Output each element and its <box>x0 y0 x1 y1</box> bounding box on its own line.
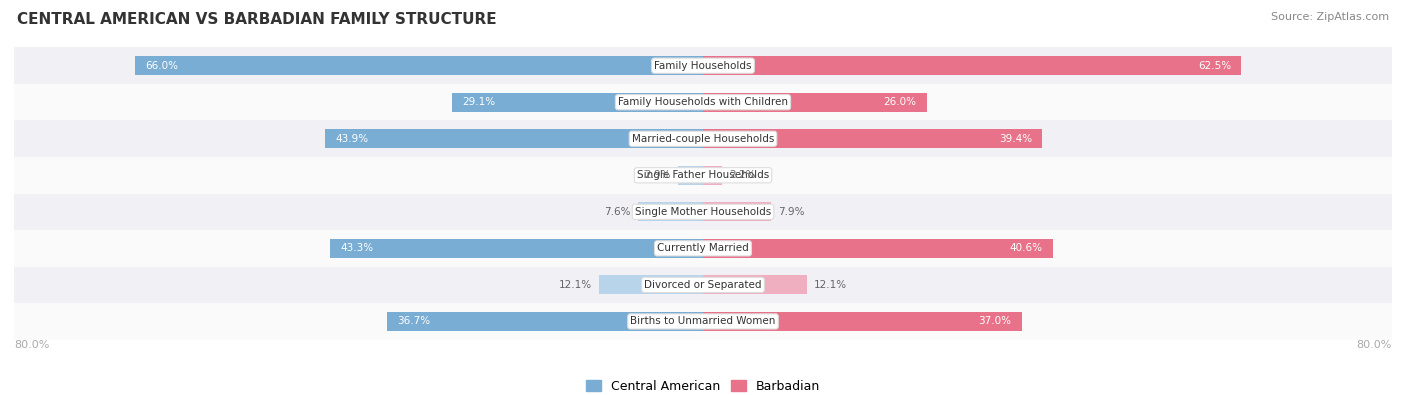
Text: 2.9%: 2.9% <box>644 170 671 180</box>
Text: Married-couple Households: Married-couple Households <box>631 134 775 144</box>
Text: Family Households: Family Households <box>654 61 752 71</box>
Text: 66.0%: 66.0% <box>145 61 179 71</box>
Bar <box>135 56 703 75</box>
Text: Currently Married: Currently Married <box>657 243 749 253</box>
Text: 36.7%: 36.7% <box>398 316 430 326</box>
Text: Births to Unmarried Women: Births to Unmarried Women <box>630 316 776 326</box>
Text: CENTRAL AMERICAN VS BARBADIAN FAMILY STRUCTURE: CENTRAL AMERICAN VS BARBADIAN FAMILY STR… <box>17 12 496 27</box>
Bar <box>14 157 1392 194</box>
Bar <box>703 56 1241 75</box>
Bar <box>14 194 1392 230</box>
Bar <box>703 93 927 112</box>
Text: Single Mother Households: Single Mother Households <box>636 207 770 217</box>
Text: 40.6%: 40.6% <box>1010 243 1042 253</box>
Bar <box>678 166 703 185</box>
Bar <box>703 275 807 294</box>
Bar <box>14 47 1392 84</box>
Bar <box>14 84 1392 120</box>
Bar <box>14 230 1392 267</box>
Text: 39.4%: 39.4% <box>998 134 1032 144</box>
Text: 12.1%: 12.1% <box>558 280 592 290</box>
Bar <box>14 120 1392 157</box>
Text: Source: ZipAtlas.com: Source: ZipAtlas.com <box>1271 12 1389 22</box>
Bar <box>703 202 770 221</box>
Bar <box>14 267 1392 303</box>
Bar <box>325 129 703 148</box>
Text: 43.9%: 43.9% <box>335 134 368 144</box>
Bar <box>703 129 1042 148</box>
Bar <box>703 166 721 185</box>
Bar <box>637 202 703 221</box>
Text: Family Households with Children: Family Households with Children <box>619 97 787 107</box>
Bar <box>703 312 1022 331</box>
Text: 80.0%: 80.0% <box>14 340 49 350</box>
Text: 7.6%: 7.6% <box>605 207 631 217</box>
Text: 37.0%: 37.0% <box>979 316 1011 326</box>
Bar <box>14 303 1392 340</box>
Text: 29.1%: 29.1% <box>463 97 496 107</box>
Bar <box>387 312 703 331</box>
Text: 43.3%: 43.3% <box>340 243 374 253</box>
Text: Divorced or Separated: Divorced or Separated <box>644 280 762 290</box>
Text: 80.0%: 80.0% <box>1357 340 1392 350</box>
Text: 2.2%: 2.2% <box>728 170 755 180</box>
Text: 7.9%: 7.9% <box>778 207 804 217</box>
Text: 26.0%: 26.0% <box>883 97 917 107</box>
Bar <box>703 239 1053 258</box>
Text: 12.1%: 12.1% <box>814 280 848 290</box>
Bar <box>330 239 703 258</box>
Bar <box>599 275 703 294</box>
Bar <box>453 93 703 112</box>
Text: Single Father Households: Single Father Households <box>637 170 769 180</box>
Legend: Central American, Barbadian: Central American, Barbadian <box>581 375 825 395</box>
Text: 62.5%: 62.5% <box>1198 61 1230 71</box>
